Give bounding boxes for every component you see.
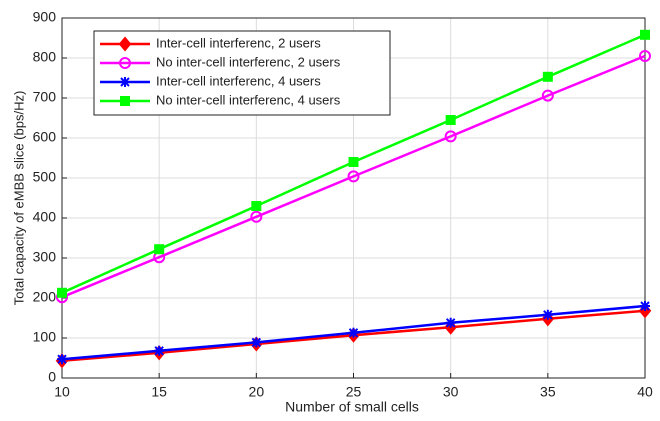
y-tick-label: 200 <box>33 289 57 305</box>
x-tick-label: 40 <box>637 384 653 400</box>
legend-label: Inter-cell interferenc, 2 users <box>156 35 321 50</box>
y-tick-label: 800 <box>33 49 57 65</box>
marker <box>347 170 360 183</box>
axes-box <box>61 17 646 379</box>
legend-label: No inter-cell interferenc, 4 users <box>156 92 341 107</box>
marker <box>251 337 262 348</box>
marker <box>640 29 650 40</box>
marker <box>445 317 456 328</box>
marker <box>154 244 165 255</box>
marker <box>542 309 553 320</box>
marker <box>445 115 456 125</box>
series-line <box>61 54 646 299</box>
y-axis-label: Total capacity of eMBB slice (bps/Hz) <box>11 91 26 306</box>
y-tick-label: 700 <box>33 89 57 105</box>
marker <box>251 201 262 211</box>
x-tick-label: 30 <box>443 384 459 400</box>
marker <box>154 345 165 356</box>
marker <box>348 157 359 167</box>
y-tick-label: 500 <box>33 169 57 185</box>
marker <box>118 36 132 52</box>
marker <box>639 50 651 62</box>
x-tick-label: 10 <box>54 384 70 400</box>
legend: Inter-cell interferenc, 2 users No inter-… <box>93 30 391 116</box>
x-axis-label: Number of small cells <box>285 399 419 415</box>
y-tick-label: 600 <box>33 129 57 145</box>
x-tick-label: 15 <box>151 384 167 400</box>
y-tick-label: 900 <box>33 9 57 25</box>
marker <box>120 77 130 87</box>
x-tick-label: 35 <box>540 384 556 400</box>
y-tick-label: 0 <box>48 369 56 385</box>
marker <box>119 57 131 69</box>
marker <box>444 130 457 143</box>
marker <box>541 89 554 102</box>
x-tick-label: 20 <box>249 384 265 400</box>
y-tick-label: 400 <box>33 209 57 225</box>
x-tick-label: 25 <box>346 384 362 400</box>
y-tick-label: 300 <box>33 249 57 265</box>
y-tick-label: 100 <box>33 329 57 345</box>
marker <box>250 210 263 223</box>
marker <box>640 301 650 311</box>
legend-label: No inter-cell interferenc, 2 users <box>156 54 341 69</box>
marker <box>542 71 553 82</box>
marker <box>120 96 130 106</box>
legend-label: Inter-cell interferenc, 4 users <box>156 73 321 88</box>
marker <box>57 354 67 365</box>
marker <box>348 327 359 338</box>
marker <box>57 287 67 298</box>
